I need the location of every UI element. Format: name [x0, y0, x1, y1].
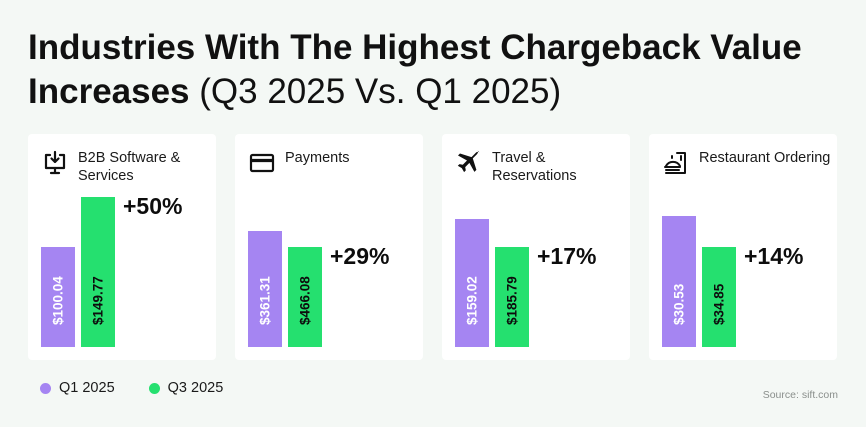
increase-label: +29% — [330, 242, 390, 269]
legend-swatch-q3 — [148, 382, 160, 394]
bar-value-label: $100.04 — [50, 276, 66, 325]
category-label: Restaurant Ordering — [699, 150, 831, 166]
bar-value-label: $185.79 — [504, 276, 520, 325]
category-label: Travel & Reservations — [492, 150, 577, 184]
panel-b2b-software-and-services: B2B Software & Services $100.04 $149.77 +50… — [28, 134, 216, 360]
bar-q1-travel-and-reservations: $159.02 — [455, 218, 489, 347]
credit-card-icon — [249, 150, 275, 176]
bar-q3-travel-and-reservations: $185.79 — [495, 246, 529, 347]
panel-payments: Payments $361.31 $466.08 +29% — [235, 134, 423, 360]
bar-value-label: $159.02 — [464, 276, 480, 325]
panel-travel-and-reservations: Travel & Reservations $159.02 $185.79 +17% — [442, 134, 630, 360]
category-label: B2B Software & Services — [78, 150, 181, 184]
legend-label-q3: Q3 2025 — [167, 380, 224, 396]
increase-label: +50% — [123, 193, 183, 219]
legend-label-q1: Q1 2025 — [59, 380, 115, 396]
increase-label: +14% — [744, 242, 804, 269]
computer-download-icon — [42, 150, 68, 176]
restaurant-bag-icon — [663, 150, 689, 176]
bar-q3-restaurant-ordering: $34.85 — [702, 246, 736, 347]
panel-restaurant-ordering: Restaurant Ordering $30.53 $34.85 +14% — [649, 134, 837, 360]
bar-q3-payments: $466.08 — [288, 246, 322, 347]
bar-value-label: $466.08 — [297, 276, 313, 325]
increase-label: +17% — [537, 242, 597, 269]
bar-q1-b2b-software-and-services: $100.04 — [41, 246, 75, 347]
legend-item-q1: Q1 2025 — [40, 380, 115, 396]
airplane-icon — [456, 150, 482, 176]
bar-value-label: $30.53 — [671, 283, 687, 325]
bar-value-label: $149.77 — [90, 276, 106, 325]
legend-swatch-q1 — [40, 382, 51, 394]
bar-value-label: $34.85 — [711, 283, 727, 325]
source-note: Source: sift.com — [762, 389, 838, 401]
chart-title-main: Industries With The Highest Chargeback V… — [28, 28, 802, 111]
chart-title: Industries With The Highest Chargeback V… — [28, 26, 848, 114]
bar-value-label: $361.31 — [257, 276, 273, 325]
legend-item-q3: Q3 2025 — [148, 380, 224, 396]
legend: Q1 2025 Q3 2025 — [40, 378, 257, 398]
bar-q1-restaurant-ordering: $30.53 — [662, 215, 696, 347]
category-label: Payments — [285, 150, 350, 166]
bar-q3-b2b-software-and-services: $149.77 — [81, 197, 115, 347]
bar-q1-payments: $361.31 — [248, 230, 282, 347]
chart-title-sub: (Q3 2025 Vs. Q1 2025) — [199, 72, 562, 111]
